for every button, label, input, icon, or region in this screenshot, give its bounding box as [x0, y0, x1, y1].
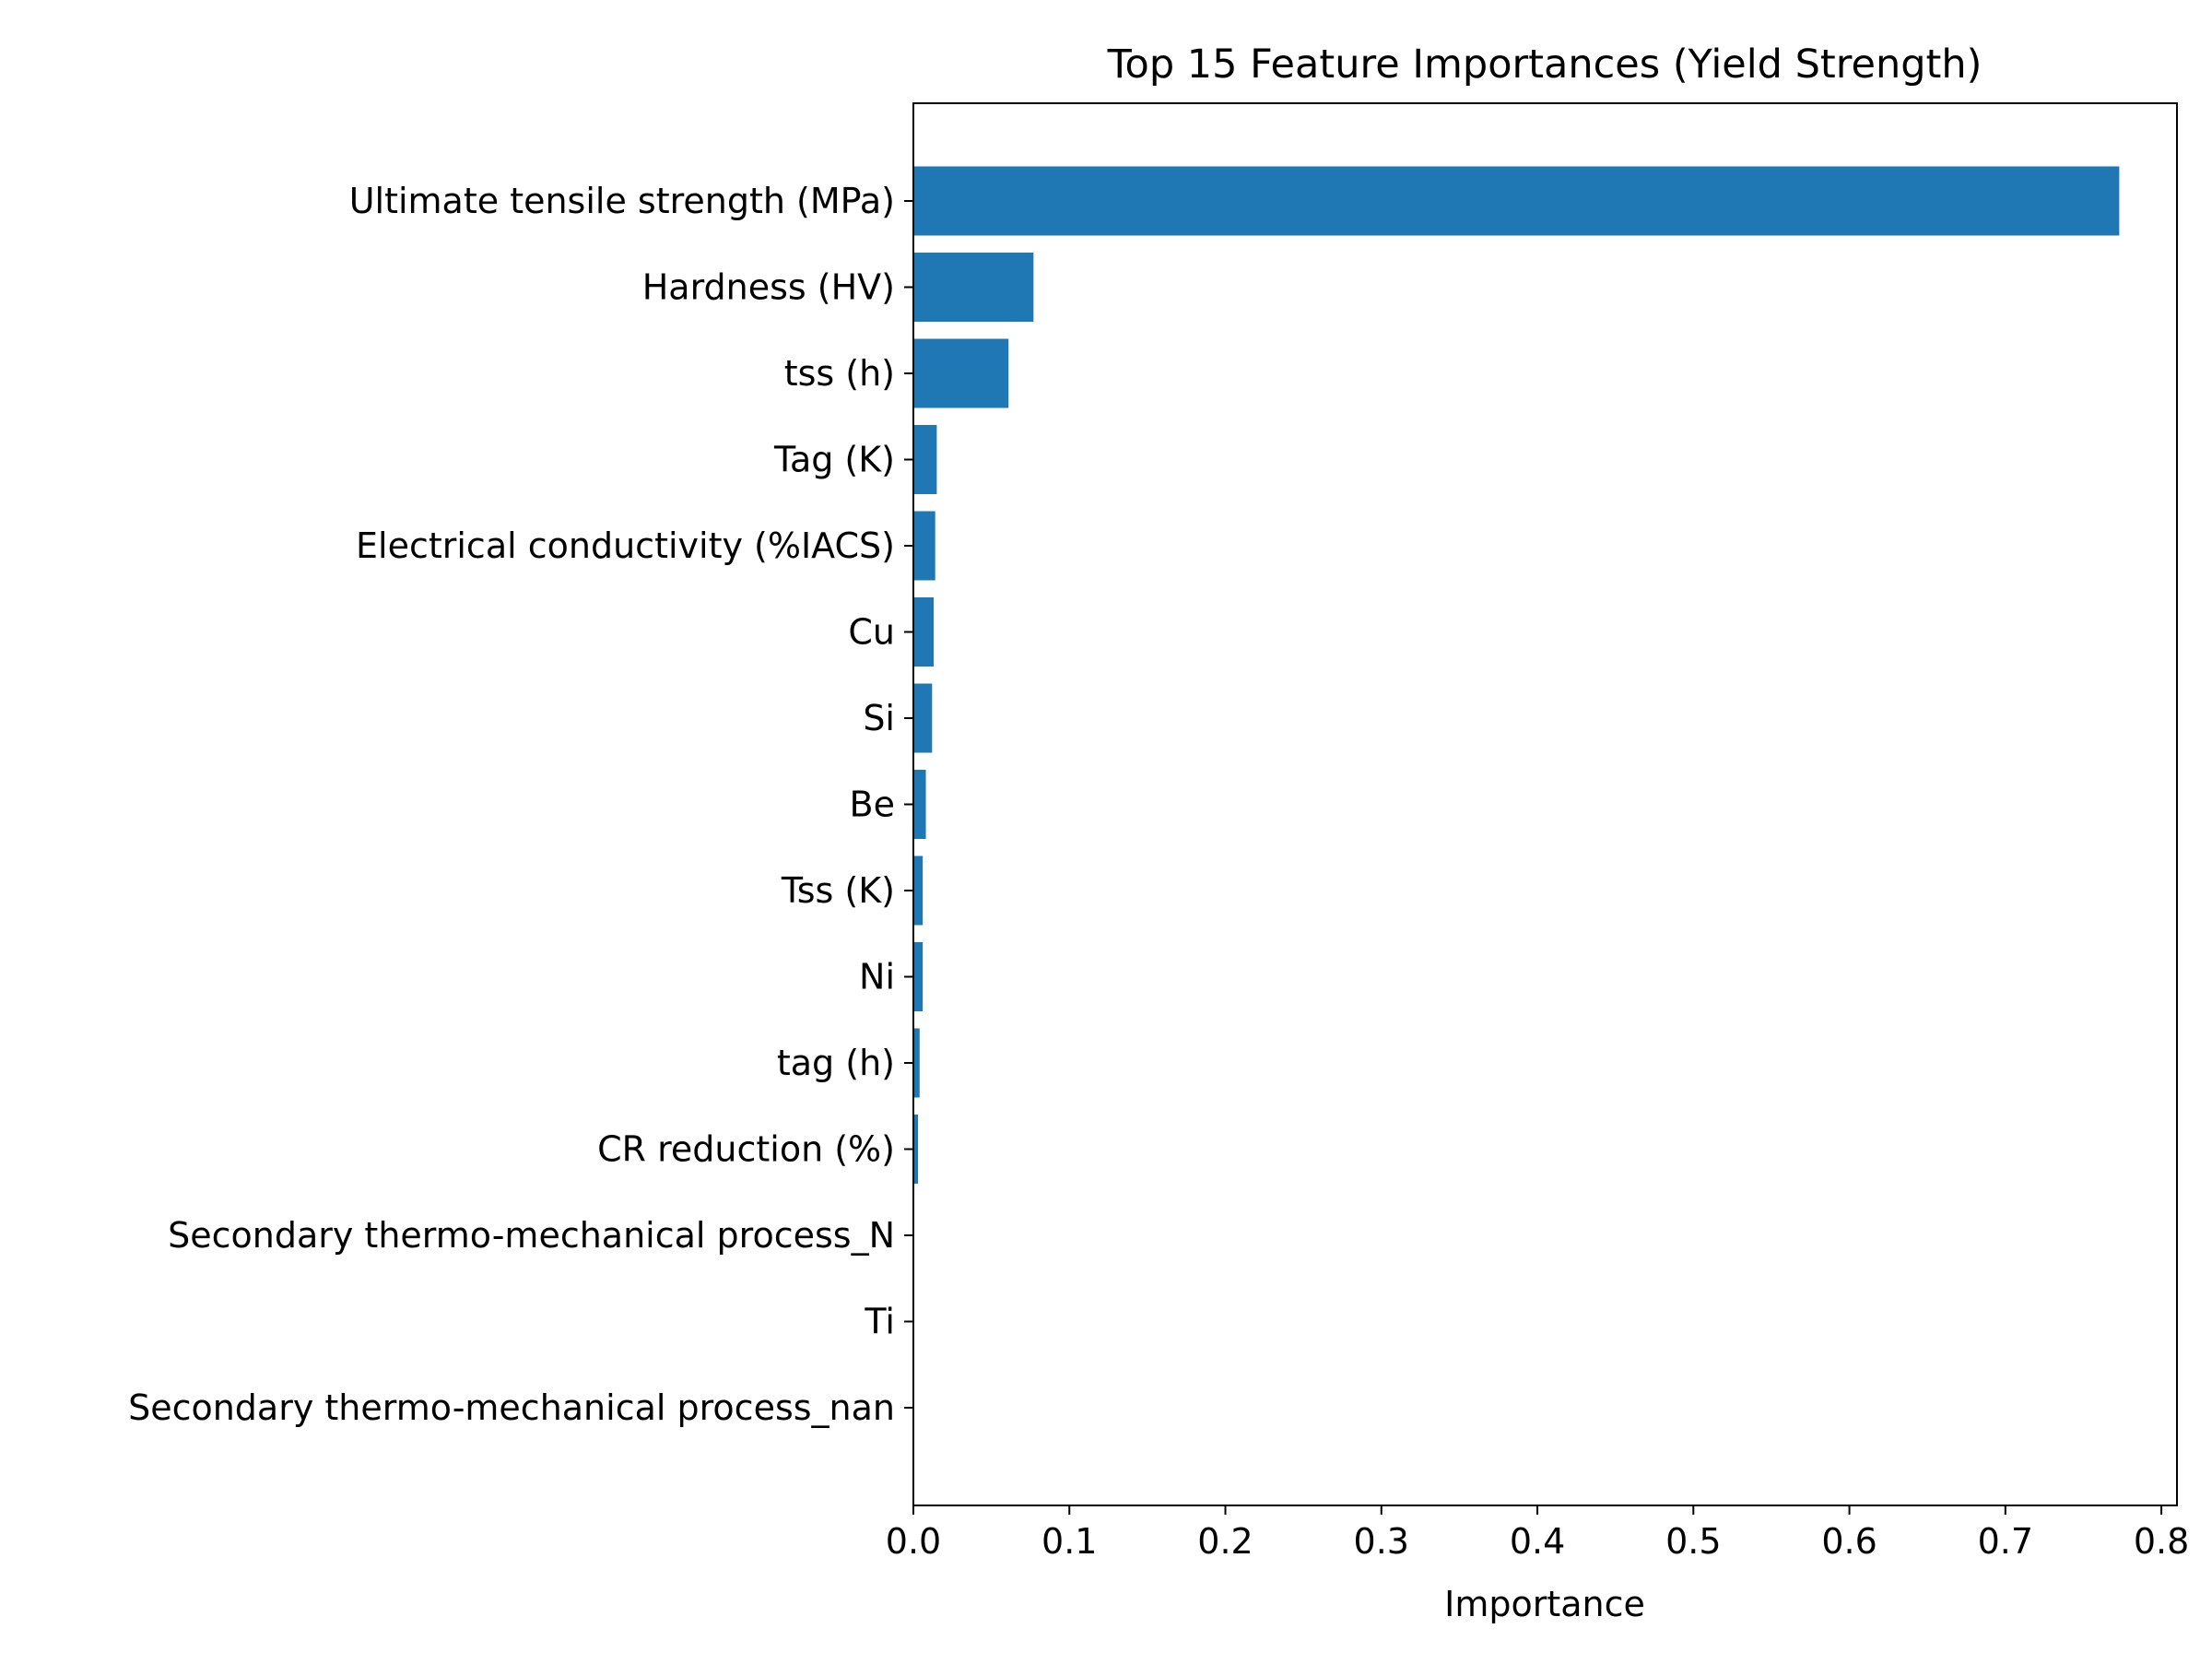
y-tick-label: tss (h): [784, 353, 895, 394]
y-tick-label: Si: [863, 698, 895, 738]
x-tick-label: 0.4: [1510, 1521, 1565, 1562]
x-tick-label: 0.3: [1354, 1521, 1409, 1562]
y-tick-label: Ni: [859, 957, 895, 997]
y-tick-label: Ti: [864, 1302, 895, 1342]
y-tick-label: Secondary thermo-mechanical process_N: [168, 1215, 895, 1256]
y-tick-label: tag (h): [777, 1043, 895, 1083]
x-tick-label: 0.0: [886, 1521, 941, 1562]
chart-title: Top 15 Feature Importances (Yield Streng…: [1107, 41, 1983, 88]
bar-5: [913, 597, 934, 667]
bar-8: [913, 856, 923, 926]
y-tick-label: Electrical conductivity (%IACS): [356, 525, 895, 566]
x-tick-label: 0.2: [1197, 1521, 1253, 1562]
y-tick-label: Secondary thermo-mechanical process_nan: [128, 1387, 895, 1428]
y-tick-label: Be: [850, 785, 895, 825]
bar-10: [913, 1029, 920, 1098]
y-tick-label: Ultimate tensile strength (MPa): [349, 181, 895, 221]
bar-0: [913, 167, 2119, 236]
x-tick-label: 0.1: [1041, 1521, 1097, 1562]
bar-4: [913, 512, 935, 581]
bar-1: [913, 253, 1033, 322]
bar-7: [913, 770, 926, 839]
bar-6: [913, 684, 932, 753]
y-tick-label: Cu: [848, 612, 895, 653]
x-tick-label: 0.8: [2134, 1521, 2189, 1562]
y-tick-label: Tag (K): [773, 440, 895, 480]
y-tick-label: Tss (K): [781, 870, 895, 911]
y-tick-label: CR reduction (%): [597, 1129, 895, 1170]
x-tick-label: 0.6: [1821, 1521, 1877, 1562]
x-tick-label: 0.5: [1665, 1521, 1721, 1562]
x-axis-label: Importance: [1444, 1584, 1645, 1624]
y-tick-label: Hardness (HV): [642, 267, 895, 308]
x-tick-label: 0.7: [1978, 1521, 2033, 1562]
bar-9: [913, 942, 923, 1011]
bar-3: [913, 425, 936, 494]
bar-2: [913, 339, 1008, 408]
